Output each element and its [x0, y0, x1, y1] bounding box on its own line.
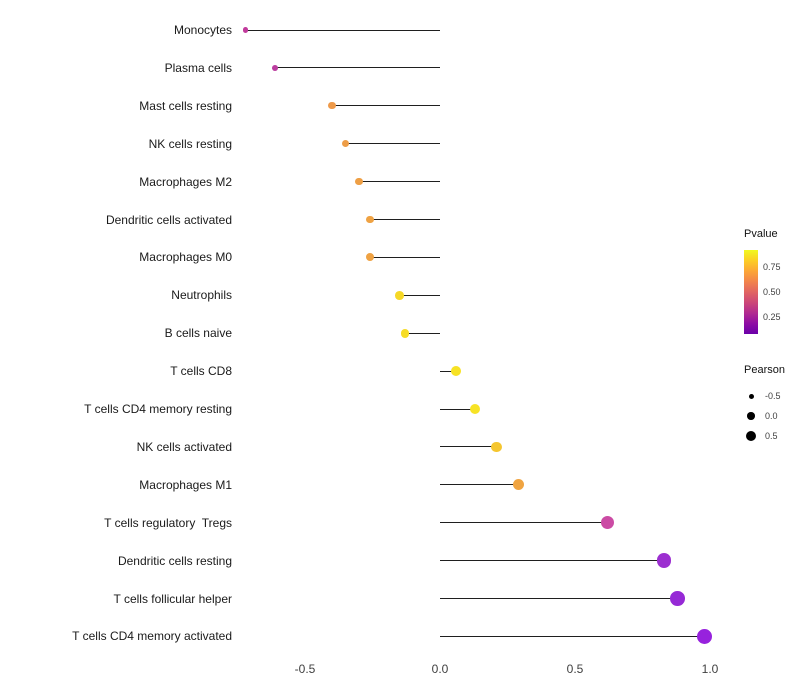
lollipop-stem	[369, 219, 440, 220]
lollipop-dot	[512, 479, 524, 491]
pearson-legend-dot	[747, 412, 755, 420]
category-label: Dendritic cells activated	[105, 212, 232, 227]
lollipop-dot	[400, 328, 410, 338]
pvalue-tick-label: 0.50	[763, 287, 781, 297]
lollipop-dot	[600, 516, 614, 530]
lollipop-dot	[469, 403, 481, 415]
category-label: T cells follicular helper	[113, 591, 233, 606]
category-label: T cells CD8	[170, 364, 232, 379]
x-tick-label: 0.0	[431, 662, 449, 676]
pearson-legend-item: 0.0	[744, 406, 800, 426]
category-label: Macrophages M2	[139, 174, 232, 189]
lollipop-stem	[440, 598, 678, 599]
lollipop-dot	[365, 253, 374, 262]
lollipop-stem	[440, 408, 476, 410]
pvalue-tick-label: 0.25	[763, 312, 781, 323]
category-label: T cells CD4 memory activated	[72, 629, 232, 644]
pearson-legend-dot-cell	[744, 431, 758, 441]
lollipop-dot	[670, 591, 685, 606]
lollipop-stem	[345, 143, 440, 145]
lollipop-dot	[328, 102, 336, 110]
category-label: Neutrophils	[171, 288, 232, 303]
x-tick-label: -0.5	[294, 662, 316, 676]
lollipop-stem	[440, 522, 608, 524]
pearson-legend-label: -0.5	[765, 391, 781, 401]
pvalue-legend-title: Pvalue	[744, 228, 778, 240]
lollipop-dot	[243, 27, 249, 33]
pvalue-tick-label: 0.75	[763, 261, 781, 272]
plot-area: Monocytes Plasma cells Mast cells resting N…	[72, 23, 713, 645]
x-tick-label: 0.5	[566, 662, 584, 676]
category-label: NK cells activated	[136, 439, 232, 454]
pearson-legend-dot-cell	[744, 412, 758, 420]
lollipop-dot	[696, 628, 713, 645]
lollipop-dot	[451, 366, 462, 377]
pvalue-tick-labels: 0.75 0.50 0.25	[758, 250, 792, 334]
lollipop-stem	[399, 294, 440, 296]
category-label: Macrophages M1	[139, 477, 232, 492]
lollipop-dot	[365, 215, 374, 224]
pearson-legend-dot	[746, 431, 756, 441]
category-label: Monocytes	[173, 23, 232, 37]
pearson-legend-dot-cell	[744, 393, 758, 399]
lollipop-dot	[656, 553, 672, 568]
x-tick-label: 1.0	[701, 662, 719, 676]
lollipop-stem	[369, 256, 440, 258]
lollipop-stem	[440, 370, 457, 372]
lollipop-dot	[272, 64, 279, 71]
lollipop-stem	[440, 560, 665, 562]
pvalue-gradient-bar	[744, 250, 758, 334]
lollipop-stem	[440, 446, 497, 448]
pvalue-legend: 0.75 0.50 0.25	[744, 250, 800, 334]
lollipop-stem	[440, 635, 705, 637]
pearson-size-legend: -0.5 0.0 0.5	[744, 386, 800, 446]
category-label: T cells CD4 memory resting	[84, 402, 232, 416]
category-label: B cells naive	[164, 326, 232, 341]
pearson-legend-label: 0.0	[765, 411, 778, 421]
category-label: Plasma cells	[164, 60, 232, 75]
lollipop-stem	[440, 484, 519, 486]
lollipop-dot	[491, 441, 503, 453]
lollipop-dot	[341, 140, 350, 148]
pearson-legend-title: Pearson	[744, 364, 785, 376]
category-label: NK cells resting	[148, 136, 232, 151]
lollipop-stem	[275, 67, 440, 69]
lollipop-stem	[245, 29, 440, 31]
category-label: Dendritic cells resting	[117, 553, 232, 568]
x-axis: -0.5 0.0 0.5 1.0	[0, 662, 800, 682]
category-label: T cells regulatory Tregs	[104, 515, 232, 530]
lollipop-stem	[404, 332, 440, 334]
legend-panel: Pvalue 0.75 0.50 0.25 Pearson -0.5 0.0 0.5	[744, 228, 800, 446]
pearson-legend-label: 0.5	[765, 431, 778, 441]
lollipop-dot	[395, 291, 404, 300]
pearson-legend-dot	[748, 393, 754, 399]
lollipop-stem	[332, 105, 440, 107]
lollipop-stem	[359, 181, 440, 183]
category-label: Mast cells resting	[139, 98, 232, 113]
pearson-legend-item: -0.5	[744, 386, 800, 406]
pearson-legend-item: 0.5	[744, 426, 800, 446]
category-label: Macrophages M0	[139, 250, 232, 265]
lollipop-dot	[355, 177, 363, 186]
